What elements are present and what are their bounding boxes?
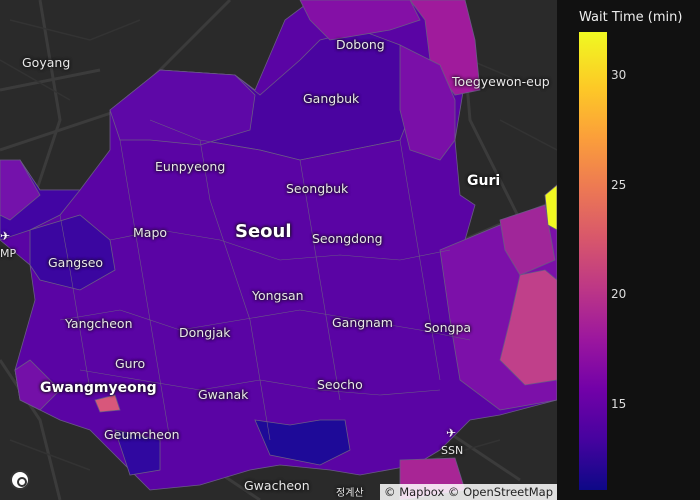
colorbar-tick-15: 15 bbox=[611, 397, 627, 411]
label-dobong: Dobong bbox=[336, 37, 385, 52]
label-gmp: MP bbox=[0, 247, 17, 260]
map-attribution[interactable]: © Mapbox © OpenStreetMap bbox=[380, 484, 557, 500]
label-seoul: Seoul bbox=[235, 221, 292, 242]
colorbar-tick-20: 20 bbox=[611, 287, 627, 301]
label-gangbuk: Gangbuk bbox=[303, 91, 360, 106]
label-gwacheon-kr: 정계산 bbox=[336, 488, 364, 499]
label-ssn: SSN bbox=[441, 444, 464, 457]
label-gwangmyeong: Gwangmyeong bbox=[40, 380, 157, 396]
label-seongdong: Seongdong bbox=[312, 231, 383, 246]
label-dongjak: Dongjak bbox=[179, 325, 231, 340]
label-geumcheon: Geumcheon bbox=[104, 427, 180, 442]
label-goyang: Goyang bbox=[22, 55, 71, 70]
colorbar-title: Wait Time (min) bbox=[579, 10, 683, 25]
colorbar-gradient bbox=[579, 32, 607, 490]
basemap bbox=[0, 0, 557, 500]
airplane-icon: ✈ bbox=[0, 229, 11, 243]
airplane-icon-ssn: ✈ bbox=[446, 426, 457, 440]
label-seongbuk: Seongbuk bbox=[286, 181, 349, 196]
colorbar-tick-25: 25 bbox=[611, 178, 627, 192]
label-songpa: Songpa bbox=[424, 320, 472, 335]
map-canvas[interactable]: Goyang Dobong Toegyewon-eup Gangbuk Eunp… bbox=[0, 0, 557, 500]
label-guri: Guri bbox=[467, 173, 501, 189]
label-gwanak: Gwanak bbox=[198, 387, 249, 402]
label-eunpyeong: Eunpyeong bbox=[155, 159, 226, 174]
label-gwacheon: Gwacheon bbox=[244, 478, 310, 493]
choropleth-regions bbox=[0, 0, 557, 500]
label-gangseo: Gangseo bbox=[48, 255, 104, 270]
label-mapo: Mapo bbox=[133, 225, 168, 240]
label-toegyewon: Toegyewon-eup bbox=[452, 74, 550, 89]
colorbar-panel: Wait Time (min) 30 25 20 15 bbox=[557, 0, 700, 500]
label-yongsan: Yongsan bbox=[252, 288, 304, 303]
mapbox-logo-icon[interactable] bbox=[10, 470, 30, 490]
colorbar-tick-30: 30 bbox=[611, 68, 627, 82]
label-seocho: Seocho bbox=[317, 377, 363, 392]
label-guro: Guro bbox=[115, 356, 146, 371]
label-yangcheon: Yangcheon bbox=[65, 316, 133, 331]
label-gangnam: Gangnam bbox=[332, 315, 393, 330]
